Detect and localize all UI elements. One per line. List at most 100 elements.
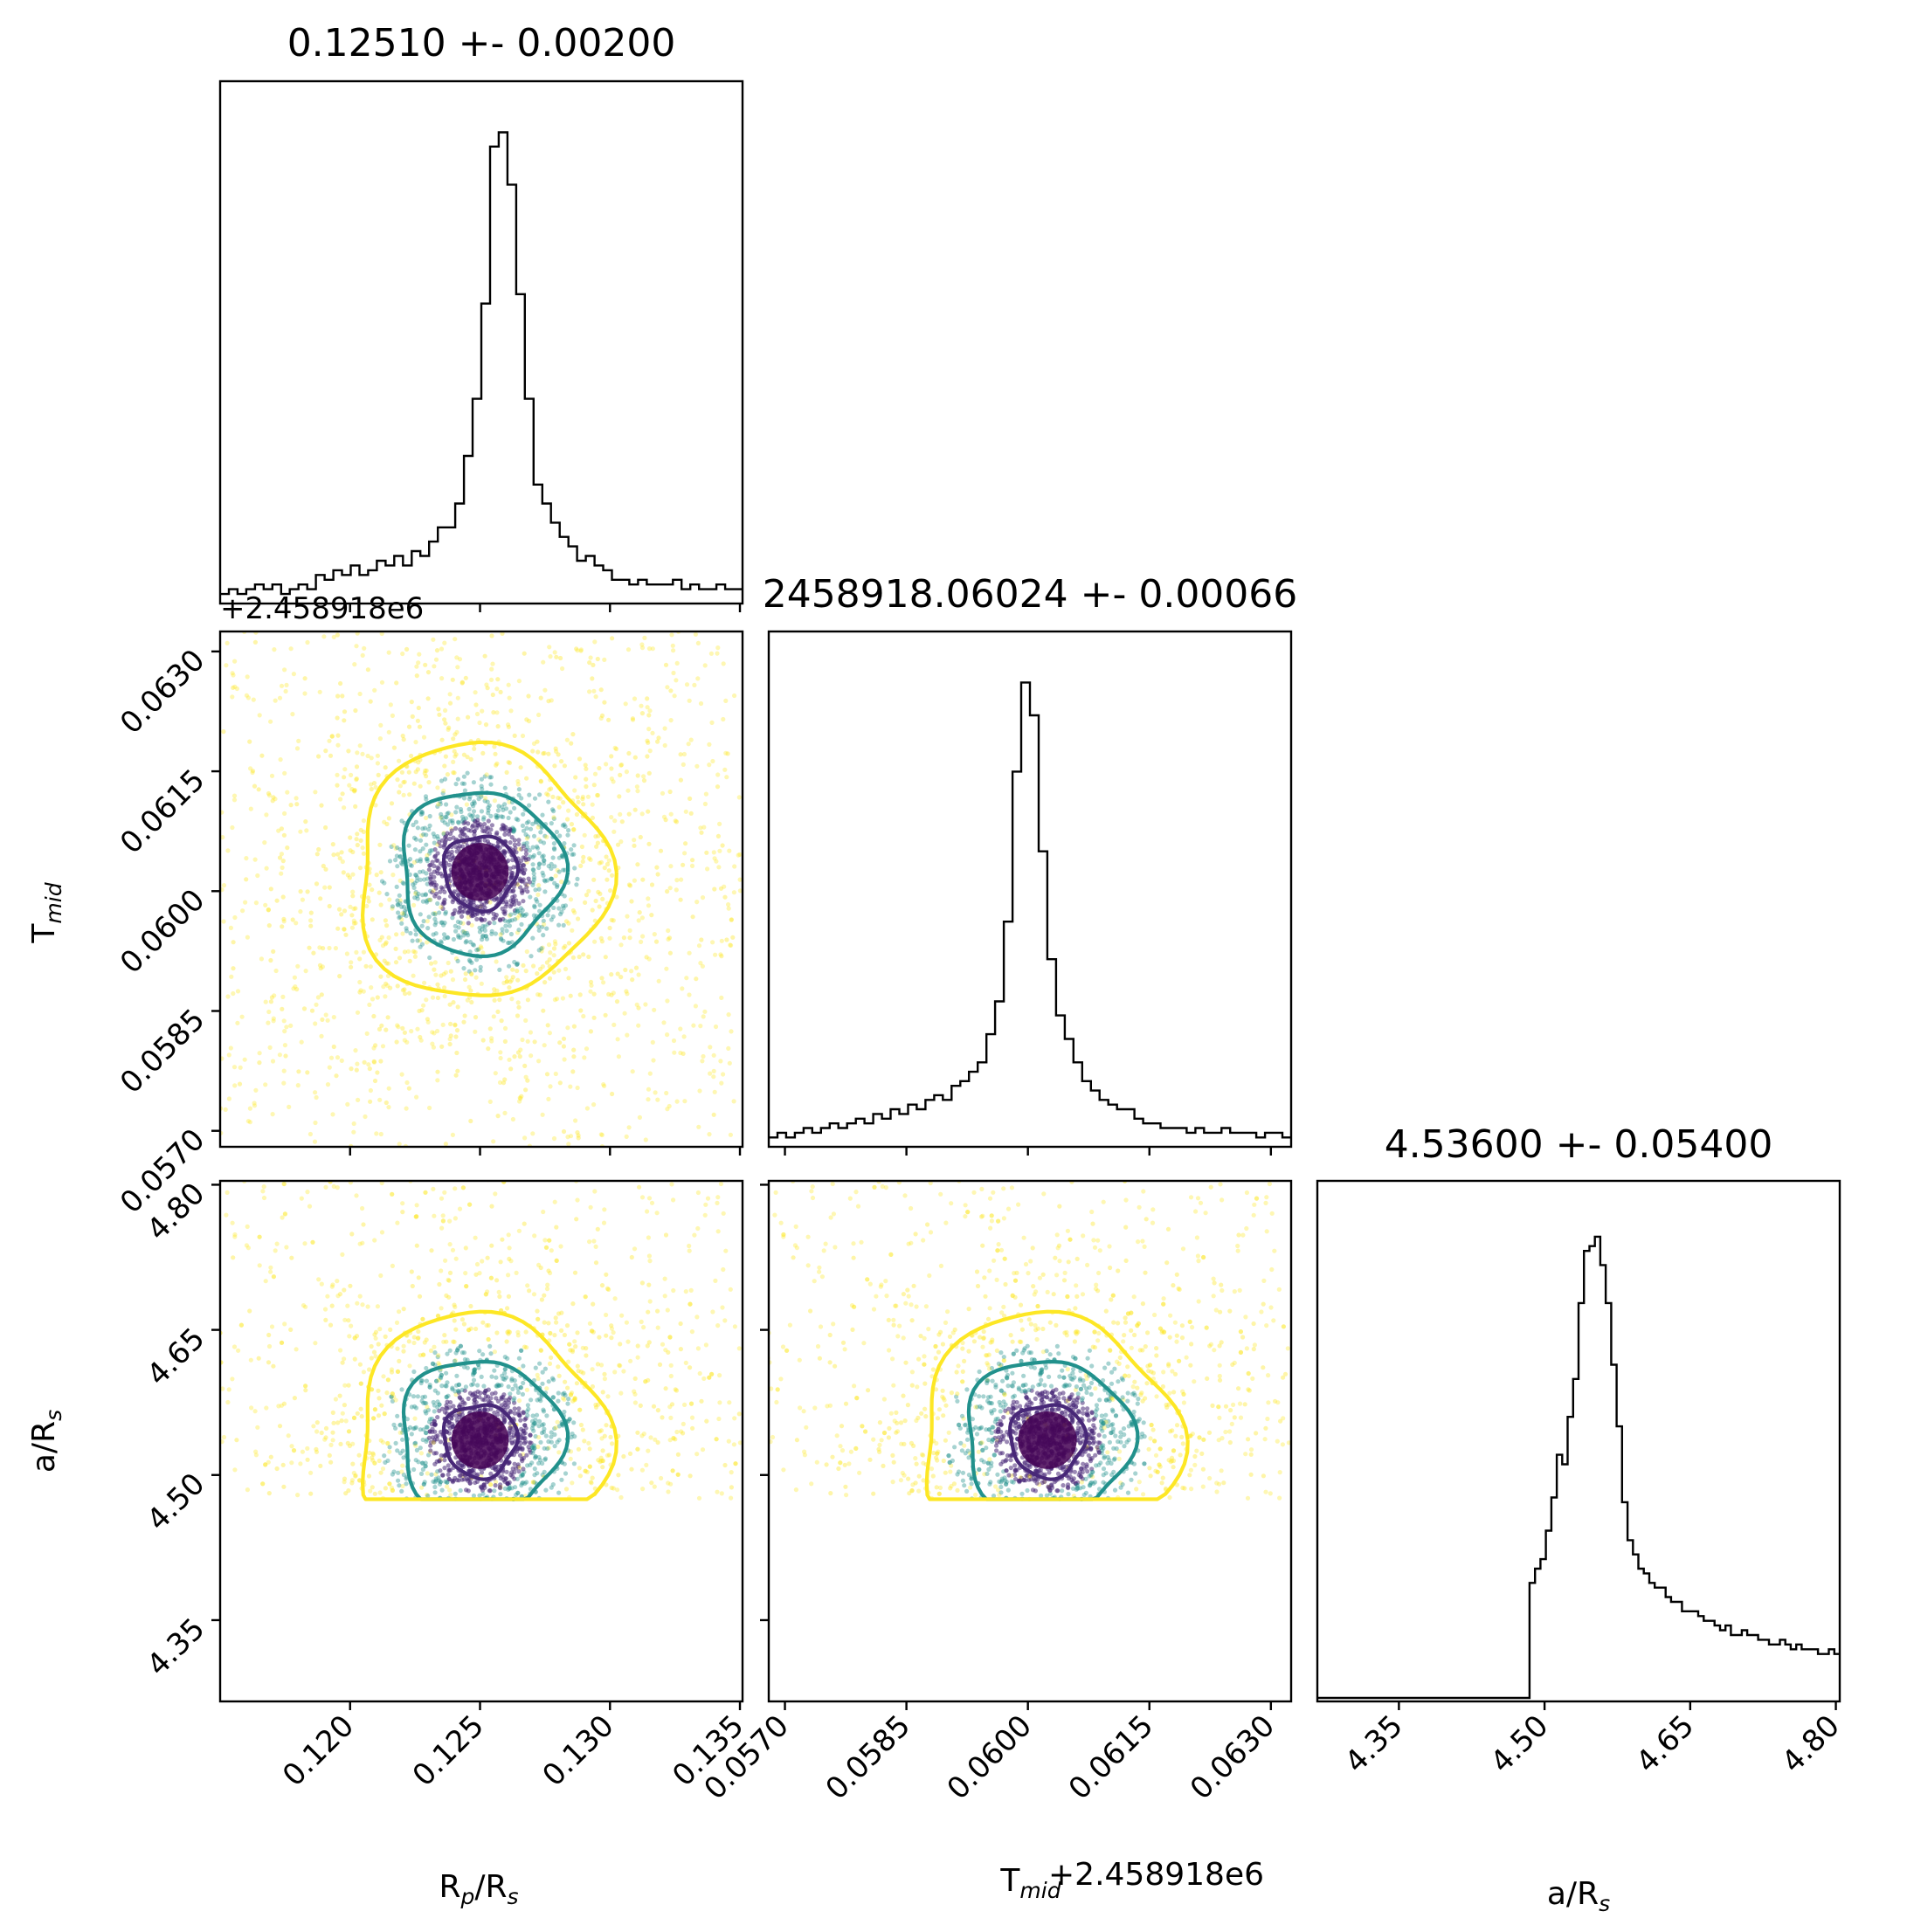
sample-point (901, 1393, 906, 1398)
sample-point (688, 1401, 694, 1406)
sample-point (453, 1389, 458, 1394)
sample-point (360, 1205, 365, 1211)
sample-point (551, 1377, 556, 1383)
sample-point (445, 822, 451, 827)
sample-point (437, 895, 442, 900)
sample-point (655, 739, 660, 744)
sample-point (432, 922, 438, 928)
sample-point (401, 1307, 406, 1312)
sample-point (646, 1282, 652, 1287)
sample-point (443, 707, 448, 714)
sample-point (466, 1468, 473, 1474)
sample-point (576, 1135, 581, 1141)
sample-point (535, 1397, 540, 1403)
sample-point (447, 1425, 453, 1431)
sample-point (378, 1438, 383, 1443)
sample-point (520, 733, 526, 739)
sample-point (556, 1490, 562, 1495)
sample-point (347, 875, 352, 880)
sample-point (524, 1480, 529, 1485)
sample-point (591, 662, 596, 668)
sample-point (633, 965, 639, 970)
sample-point (471, 1370, 476, 1376)
sample-point (416, 1275, 421, 1280)
sample-point (609, 1335, 614, 1341)
sample-point (340, 791, 345, 797)
sample-point (284, 682, 289, 688)
sample-point (1164, 1404, 1170, 1410)
sample-point (681, 1421, 686, 1426)
sample-point (563, 1392, 568, 1398)
sample-point (494, 1383, 499, 1389)
sample-point (408, 930, 413, 936)
sample-point (1065, 1367, 1070, 1372)
sample-point (888, 1252, 894, 1257)
sample-point (688, 811, 694, 816)
sample-point (308, 918, 314, 923)
sample-point (593, 1260, 599, 1266)
sample-point (1235, 1243, 1240, 1249)
sample-point (588, 655, 593, 660)
sample-point (397, 758, 402, 763)
sample-point (496, 1289, 501, 1294)
sample-point (559, 1422, 564, 1427)
sample-point (546, 1096, 551, 1101)
sample-point (530, 1480, 536, 1485)
sample-point (727, 848, 732, 853)
sample-point (380, 943, 386, 949)
sample-point (48, 852, 52, 856)
sample-point (510, 1116, 516, 1122)
sample-point (530, 845, 535, 850)
sample-point (636, 972, 641, 977)
sample-point (382, 1453, 387, 1459)
sample-point (516, 928, 522, 933)
sample-point (386, 816, 391, 821)
sample-point (225, 640, 230, 645)
sample-point (530, 854, 535, 859)
sample-point (1137, 1348, 1143, 1353)
sample-point (507, 760, 513, 766)
sample-point (635, 1343, 640, 1349)
sample-point (646, 1097, 651, 1102)
sample-point (838, 1460, 843, 1466)
sample-point (481, 1383, 487, 1389)
sample-point (572, 866, 577, 871)
sample-point (960, 1379, 965, 1384)
sample-point (411, 902, 417, 907)
sample-point (472, 1397, 477, 1403)
sample-point (333, 946, 338, 951)
sample-point (516, 1004, 522, 1010)
sample-point (439, 920, 444, 925)
sample-point (453, 956, 459, 962)
sample-point (483, 1292, 489, 1297)
sample-point (555, 1439, 560, 1445)
sample-point (462, 1013, 467, 1018)
sample-point (598, 891, 603, 896)
sample-point (307, 1204, 313, 1209)
sample-point (854, 1396, 860, 1401)
sample-point (619, 762, 625, 768)
sample-point (546, 751, 551, 756)
sample-point (439, 838, 445, 843)
sample-point (609, 766, 614, 771)
sample-point (368, 1099, 373, 1104)
sample-point (472, 746, 477, 751)
sample-point (409, 1432, 414, 1437)
sample-point (466, 1488, 471, 1494)
sample-point (491, 911, 496, 916)
sample-point (357, 990, 363, 995)
sample-point (687, 950, 692, 956)
sample-point (418, 857, 423, 862)
sample-point (707, 742, 712, 748)
sample-point (476, 1365, 481, 1370)
sample-point (540, 964, 545, 969)
sample-point (507, 1245, 512, 1251)
sample-point (696, 1124, 701, 1129)
sample-point (1176, 1286, 1181, 1291)
sample-point (426, 1452, 432, 1458)
sample-point (556, 1398, 561, 1404)
sample-point (426, 1419, 432, 1425)
sample-point (485, 1289, 490, 1294)
sample-point (713, 1024, 719, 1030)
sample-point (545, 913, 550, 918)
